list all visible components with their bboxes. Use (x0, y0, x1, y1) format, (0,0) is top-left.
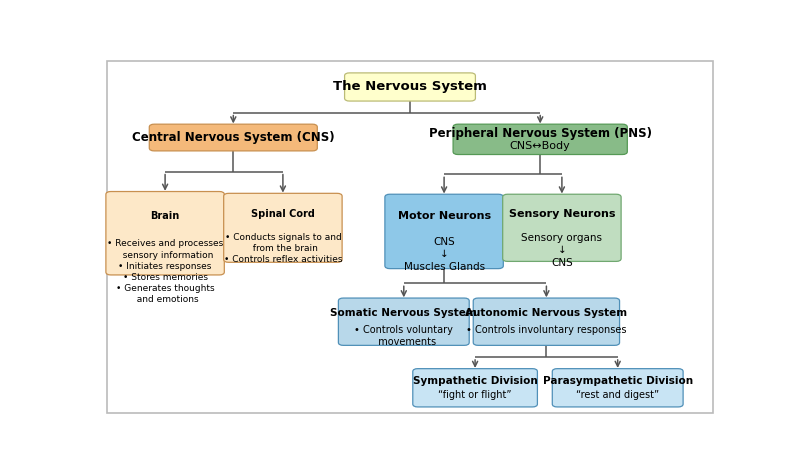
FancyBboxPatch shape (107, 61, 713, 413)
Text: “rest and digest”: “rest and digest” (576, 390, 659, 401)
Text: Motor Neurons: Motor Neurons (398, 212, 490, 221)
FancyBboxPatch shape (385, 194, 503, 269)
Text: Brain: Brain (150, 211, 180, 221)
Text: CNS↔Body: CNS↔Body (510, 141, 570, 151)
Text: • Conducts signals to and
  from the brain
• Controls reflex activities: • Conducts signals to and from the brain… (224, 233, 342, 264)
Text: Sensory organs
↓
CNS: Sensory organs ↓ CNS (522, 233, 602, 267)
Text: Sensory Neurons: Sensory Neurons (509, 209, 615, 219)
Text: Peripheral Nervous System (PNS): Peripheral Nervous System (PNS) (429, 128, 652, 140)
Text: Central Nervous System (CNS): Central Nervous System (CNS) (132, 131, 334, 144)
FancyBboxPatch shape (413, 369, 538, 407)
Text: • Controls involuntary responses: • Controls involuntary responses (466, 325, 626, 335)
FancyBboxPatch shape (224, 193, 342, 262)
Text: The Nervous System: The Nervous System (333, 81, 487, 93)
Text: Sympathetic Division: Sympathetic Division (413, 376, 538, 386)
FancyBboxPatch shape (474, 298, 619, 345)
Text: “fight or flight”: “fight or flight” (438, 390, 512, 401)
FancyBboxPatch shape (453, 124, 627, 154)
FancyBboxPatch shape (338, 298, 470, 345)
FancyBboxPatch shape (552, 369, 683, 407)
Text: Spinal Cord: Spinal Cord (251, 209, 315, 219)
Text: Parasympathetic Division: Parasympathetic Division (542, 376, 693, 386)
FancyBboxPatch shape (345, 73, 475, 101)
Text: • Controls voluntary
  movements: • Controls voluntary movements (354, 325, 454, 348)
FancyBboxPatch shape (106, 191, 224, 275)
FancyBboxPatch shape (502, 194, 621, 261)
FancyBboxPatch shape (150, 124, 318, 151)
Text: Somatic Nervous System: Somatic Nervous System (330, 308, 477, 318)
Text: Autonomic Nervous System: Autonomic Nervous System (466, 308, 627, 318)
Text: CNS
↓
Muscles Glands: CNS ↓ Muscles Glands (403, 237, 485, 272)
Text: • Receives and processes
  sensory information
• Initiates responses
• Stores me: • Receives and processes sensory informa… (107, 240, 223, 304)
